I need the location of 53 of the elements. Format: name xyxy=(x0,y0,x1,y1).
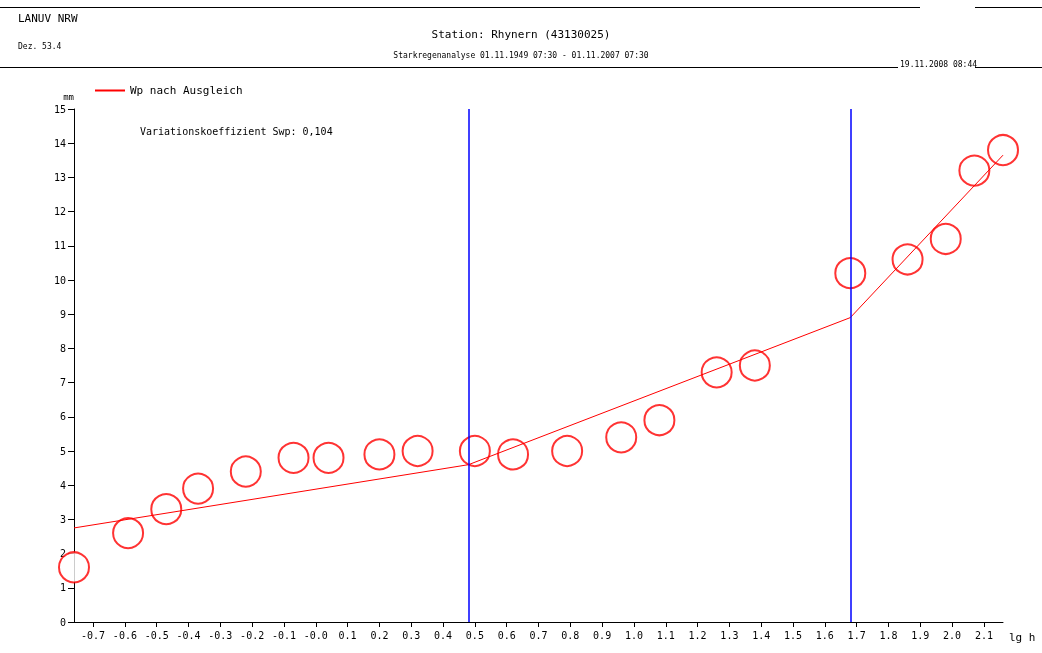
x-tick-label: 1.8 xyxy=(879,629,898,641)
y-tick-label: 13 xyxy=(53,171,66,183)
y-tick-label: 6 xyxy=(59,411,66,423)
x-tick-label: -0.4 xyxy=(176,629,201,641)
text: 19.11.2008 08:44 xyxy=(900,60,978,69)
x-tick-label: 0.4 xyxy=(434,629,453,641)
x-tick-label: 0.6 xyxy=(497,629,516,641)
y-tick-label: 15 xyxy=(53,103,66,115)
x-tick-label: 2.0 xyxy=(943,629,962,641)
x-tick-label: 2.1 xyxy=(974,629,993,641)
text: Dez. 53.4 xyxy=(18,42,62,51)
y-tick-label: 0 xyxy=(59,616,66,628)
y-tick-label: 3 xyxy=(59,513,66,525)
x-tick-label: -0.1 xyxy=(271,629,297,641)
y-axis-title: mm xyxy=(63,91,74,102)
x-tick-label: 0.1 xyxy=(338,629,357,641)
x-tick-label: 1.6 xyxy=(815,629,834,641)
y-tick-label: 14 xyxy=(53,137,66,149)
text: LANUV NRW xyxy=(18,12,78,25)
annotation: Variationskoeffizient Swp: 0,104 xyxy=(140,126,333,137)
y-tick-label: 4 xyxy=(59,479,66,491)
chart-subtitle: Starkregenanalyse 01.11.1949 07:30 - 01.11.2007 07:30 xyxy=(392,51,650,60)
x-tick-label: 1.1 xyxy=(656,629,675,641)
x-tick-label: 1.7 xyxy=(847,629,866,641)
x-tick-label: 0.7 xyxy=(529,629,548,641)
x-tick-label: -0.5 xyxy=(144,629,169,641)
x-tick-label: 0.2 xyxy=(370,629,389,641)
x-tick-label: 0.8 xyxy=(561,629,580,641)
x-tick-label: -0.0 xyxy=(303,629,328,641)
x-tick-label: -0.3 xyxy=(208,629,233,641)
chart-title: Station: Rhynern (43130025) xyxy=(430,28,612,41)
x-tick-label: 0.5 xyxy=(465,629,484,641)
y-tick-label: 5 xyxy=(59,445,66,457)
x-tick-label: 1.2 xyxy=(688,629,707,641)
x-tick-label: 0.9 xyxy=(593,629,612,641)
x-tick-label: -0.7 xyxy=(81,629,106,641)
x-tick-label: -0.2 xyxy=(240,629,265,641)
x-tick-label: 1.5 xyxy=(783,629,803,641)
x-tick-label: 0.3 xyxy=(402,629,421,641)
y-tick-label: 1 xyxy=(59,582,66,594)
x-axis-title: lg h xyxy=(1009,631,1036,644)
x-tick-label: 1.3 xyxy=(720,629,739,641)
y-tick-label: 7 xyxy=(59,377,66,389)
legend-label: Wp nach Ausgleich xyxy=(130,84,243,97)
x-tick-label: 1.9 xyxy=(911,629,930,641)
x-tick-label: 1.4 xyxy=(752,629,771,641)
x-tick-label: 1.0 xyxy=(624,629,643,641)
y-tick-label: 10 xyxy=(53,274,66,286)
y-tick-label: 9 xyxy=(59,308,66,320)
y-tick-label: 8 xyxy=(59,342,66,354)
y-tick-label: 11 xyxy=(53,240,66,252)
x-tick-label: -0.6 xyxy=(112,629,137,641)
y-tick-label: 12 xyxy=(53,206,66,218)
